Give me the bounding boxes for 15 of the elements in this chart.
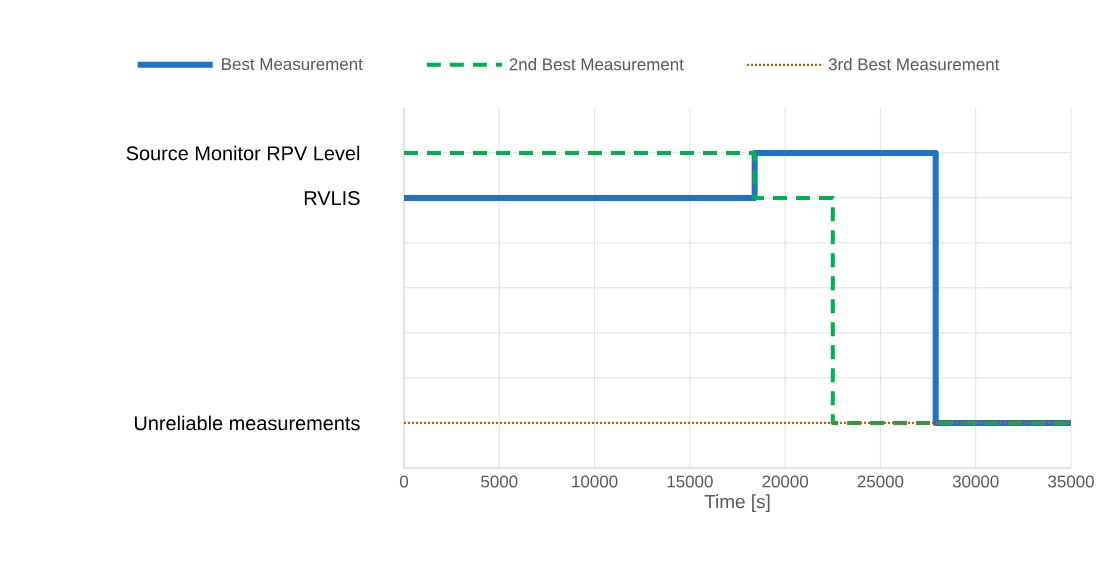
x-tick-label: 20000 xyxy=(762,475,809,488)
x-tick-label: 10000 xyxy=(572,475,618,488)
text: RVLIS xyxy=(304,191,360,206)
legend-label: 3rd Best Measurement xyxy=(828,57,1000,71)
x-tick-label: 5000 xyxy=(481,475,518,488)
source-note: Source Monitor RPV Level xyxy=(126,145,360,161)
x-tick-label: 25000 xyxy=(857,475,904,488)
text: Unreliable measurements xyxy=(134,415,360,431)
legend-label: 2nd Best Measurement xyxy=(509,57,684,71)
x-tick-label: 35000 xyxy=(1048,475,1094,488)
legend-label: Best Measurement xyxy=(222,58,363,71)
x-axis-title: Time [s] xyxy=(704,494,770,512)
x-tick-label: 0 xyxy=(399,475,409,488)
x-tick-label: 15000 xyxy=(667,475,713,488)
x-tick-label: 30000 xyxy=(952,475,999,488)
